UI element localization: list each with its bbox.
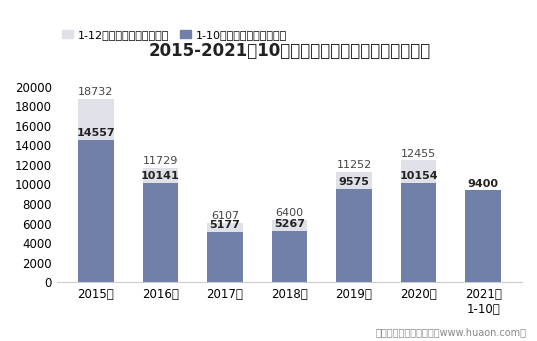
Text: 9400: 9400 xyxy=(468,179,499,189)
Bar xyxy=(336,172,372,282)
Bar xyxy=(207,232,243,282)
Title: 2015-2021年10月郑州商品交易所白糖期货成交量: 2015-2021年10月郑州商品交易所白糖期货成交量 xyxy=(148,42,431,60)
Text: 11252: 11252 xyxy=(336,161,372,170)
Text: 6400: 6400 xyxy=(275,208,303,218)
Text: 10154: 10154 xyxy=(400,171,438,181)
Text: 5177: 5177 xyxy=(209,220,241,230)
Bar xyxy=(143,183,178,282)
Text: 12455: 12455 xyxy=(401,149,436,159)
Text: 14557: 14557 xyxy=(77,128,115,138)
Bar xyxy=(272,231,307,282)
Bar xyxy=(207,223,243,282)
Bar xyxy=(336,189,372,282)
Bar xyxy=(401,161,437,282)
Bar xyxy=(272,220,307,282)
Text: 制图：华经产业研究院（www.huaon.com）: 制图：华经产业研究院（www.huaon.com） xyxy=(375,328,526,338)
Bar xyxy=(401,183,437,282)
Text: 18732: 18732 xyxy=(78,87,113,98)
Text: 10141: 10141 xyxy=(141,171,180,181)
Text: 5267: 5267 xyxy=(274,219,305,229)
Text: 6107: 6107 xyxy=(211,211,239,221)
Bar xyxy=(466,190,501,282)
Bar xyxy=(78,140,114,282)
Bar xyxy=(143,167,178,282)
Legend: 1-12月期货成交量（万手）, 1-10月期货成交量（万手）: 1-12月期货成交量（万手）, 1-10月期货成交量（万手） xyxy=(58,26,292,44)
Bar xyxy=(78,99,114,282)
Text: 11729: 11729 xyxy=(143,156,178,166)
Text: 9575: 9575 xyxy=(339,177,369,187)
